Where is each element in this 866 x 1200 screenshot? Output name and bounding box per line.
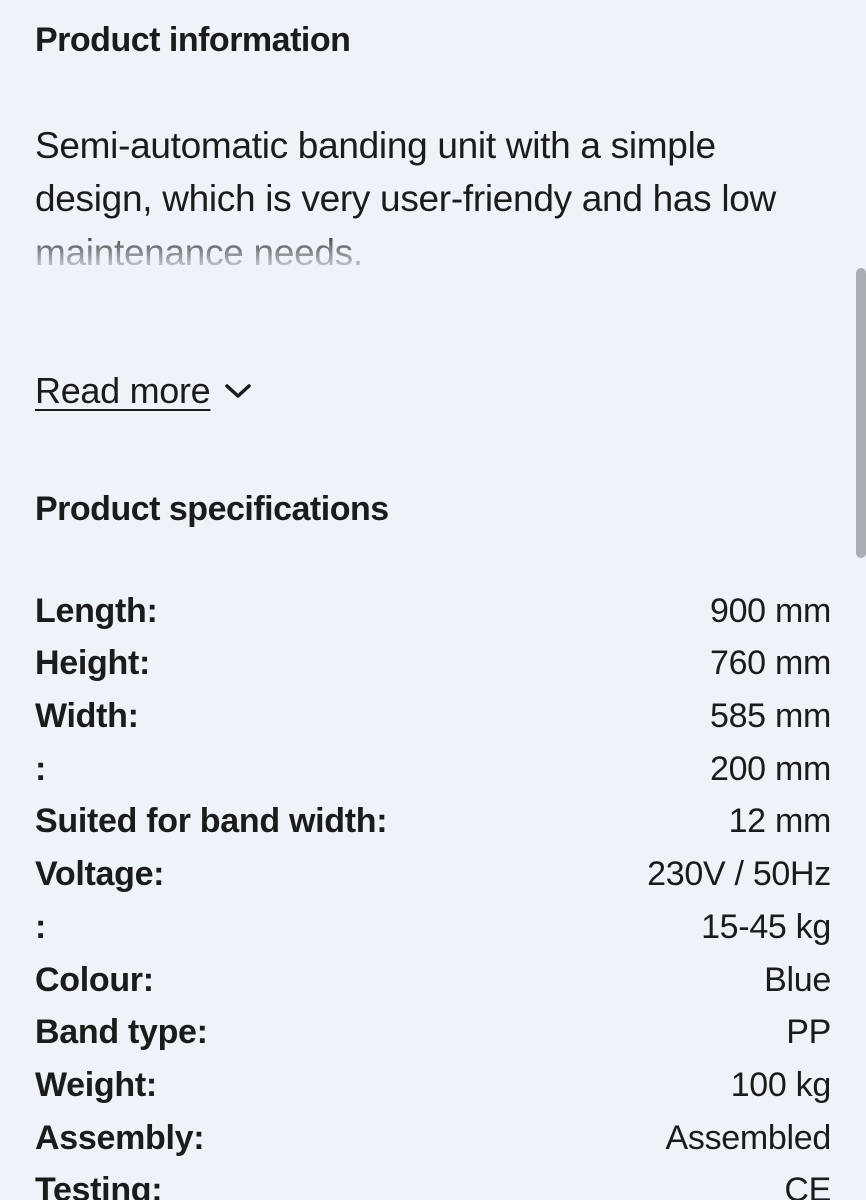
spec-value: 200 mm	[710, 743, 831, 796]
product-description: Semi-automatic banding unit with a simpl…	[35, 119, 831, 280]
spec-row: Assembly: Assembled	[35, 1112, 831, 1165]
spec-row: : 15-45 kg	[35, 901, 831, 954]
spec-label: Testing:	[35, 1164, 162, 1200]
spec-value: 230V / 50Hz	[647, 848, 831, 901]
spec-label: Width:	[35, 690, 139, 743]
spec-label: Colour:	[35, 954, 154, 1007]
spec-value: PP	[786, 1006, 831, 1059]
spec-label: Band type:	[35, 1006, 208, 1059]
spec-row: Height: 760 mm	[35, 637, 831, 690]
spec-label: Suited for band width:	[35, 795, 387, 848]
spec-row: Width: 585 mm	[35, 690, 831, 743]
spec-value: 585 mm	[710, 690, 831, 743]
spec-label: Weight:	[35, 1059, 157, 1112]
scrollbar-thumb[interactable]	[856, 268, 866, 558]
spec-row: Weight: 100 kg	[35, 1059, 831, 1112]
spec-value: Blue	[764, 954, 831, 1007]
spec-label: Height:	[35, 637, 150, 690]
product-information-heading: Product information	[35, 20, 831, 61]
spec-label: Length:	[35, 585, 158, 638]
read-more-label: Read more	[35, 370, 210, 412]
description-container: Semi-automatic banding unit with a simpl…	[35, 119, 831, 280]
spec-label: :	[35, 743, 46, 796]
spec-row: Length: 900 mm	[35, 585, 831, 638]
specifications-list: Length: 900 mm Height: 760 mm Width: 585 mm: 2…	[35, 585, 831, 1200]
spec-value: 100 kg	[731, 1059, 831, 1112]
spec-value: 900 mm	[710, 585, 831, 638]
spec-row: Testing: CE	[35, 1164, 831, 1200]
spec-row: Colour: Blue	[35, 954, 831, 1007]
product-specifications-heading: Product specifications	[35, 490, 831, 529]
spec-value: 12 mm	[729, 795, 831, 848]
spec-label: Voltage:	[35, 848, 164, 901]
spec-value: 15-45 kg	[701, 901, 831, 954]
spec-row: Suited for band width: 12 mm	[35, 795, 831, 848]
spec-row: : 200 mm	[35, 743, 831, 796]
spec-value: Assembled	[666, 1112, 832, 1165]
spec-value: CE	[784, 1164, 831, 1200]
chevron-down-icon	[224, 382, 252, 400]
spec-row: Band type: PP	[35, 1006, 831, 1059]
spec-label: :	[35, 901, 46, 954]
spec-label: Assembly:	[35, 1112, 204, 1165]
read-more-toggle[interactable]: Read more	[35, 370, 252, 412]
spec-value: 760 mm	[710, 637, 831, 690]
product-panel: Product information Semi-automatic bandi…	[0, 0, 866, 1200]
spec-row: Voltage: 230V / 50Hz	[35, 848, 831, 901]
